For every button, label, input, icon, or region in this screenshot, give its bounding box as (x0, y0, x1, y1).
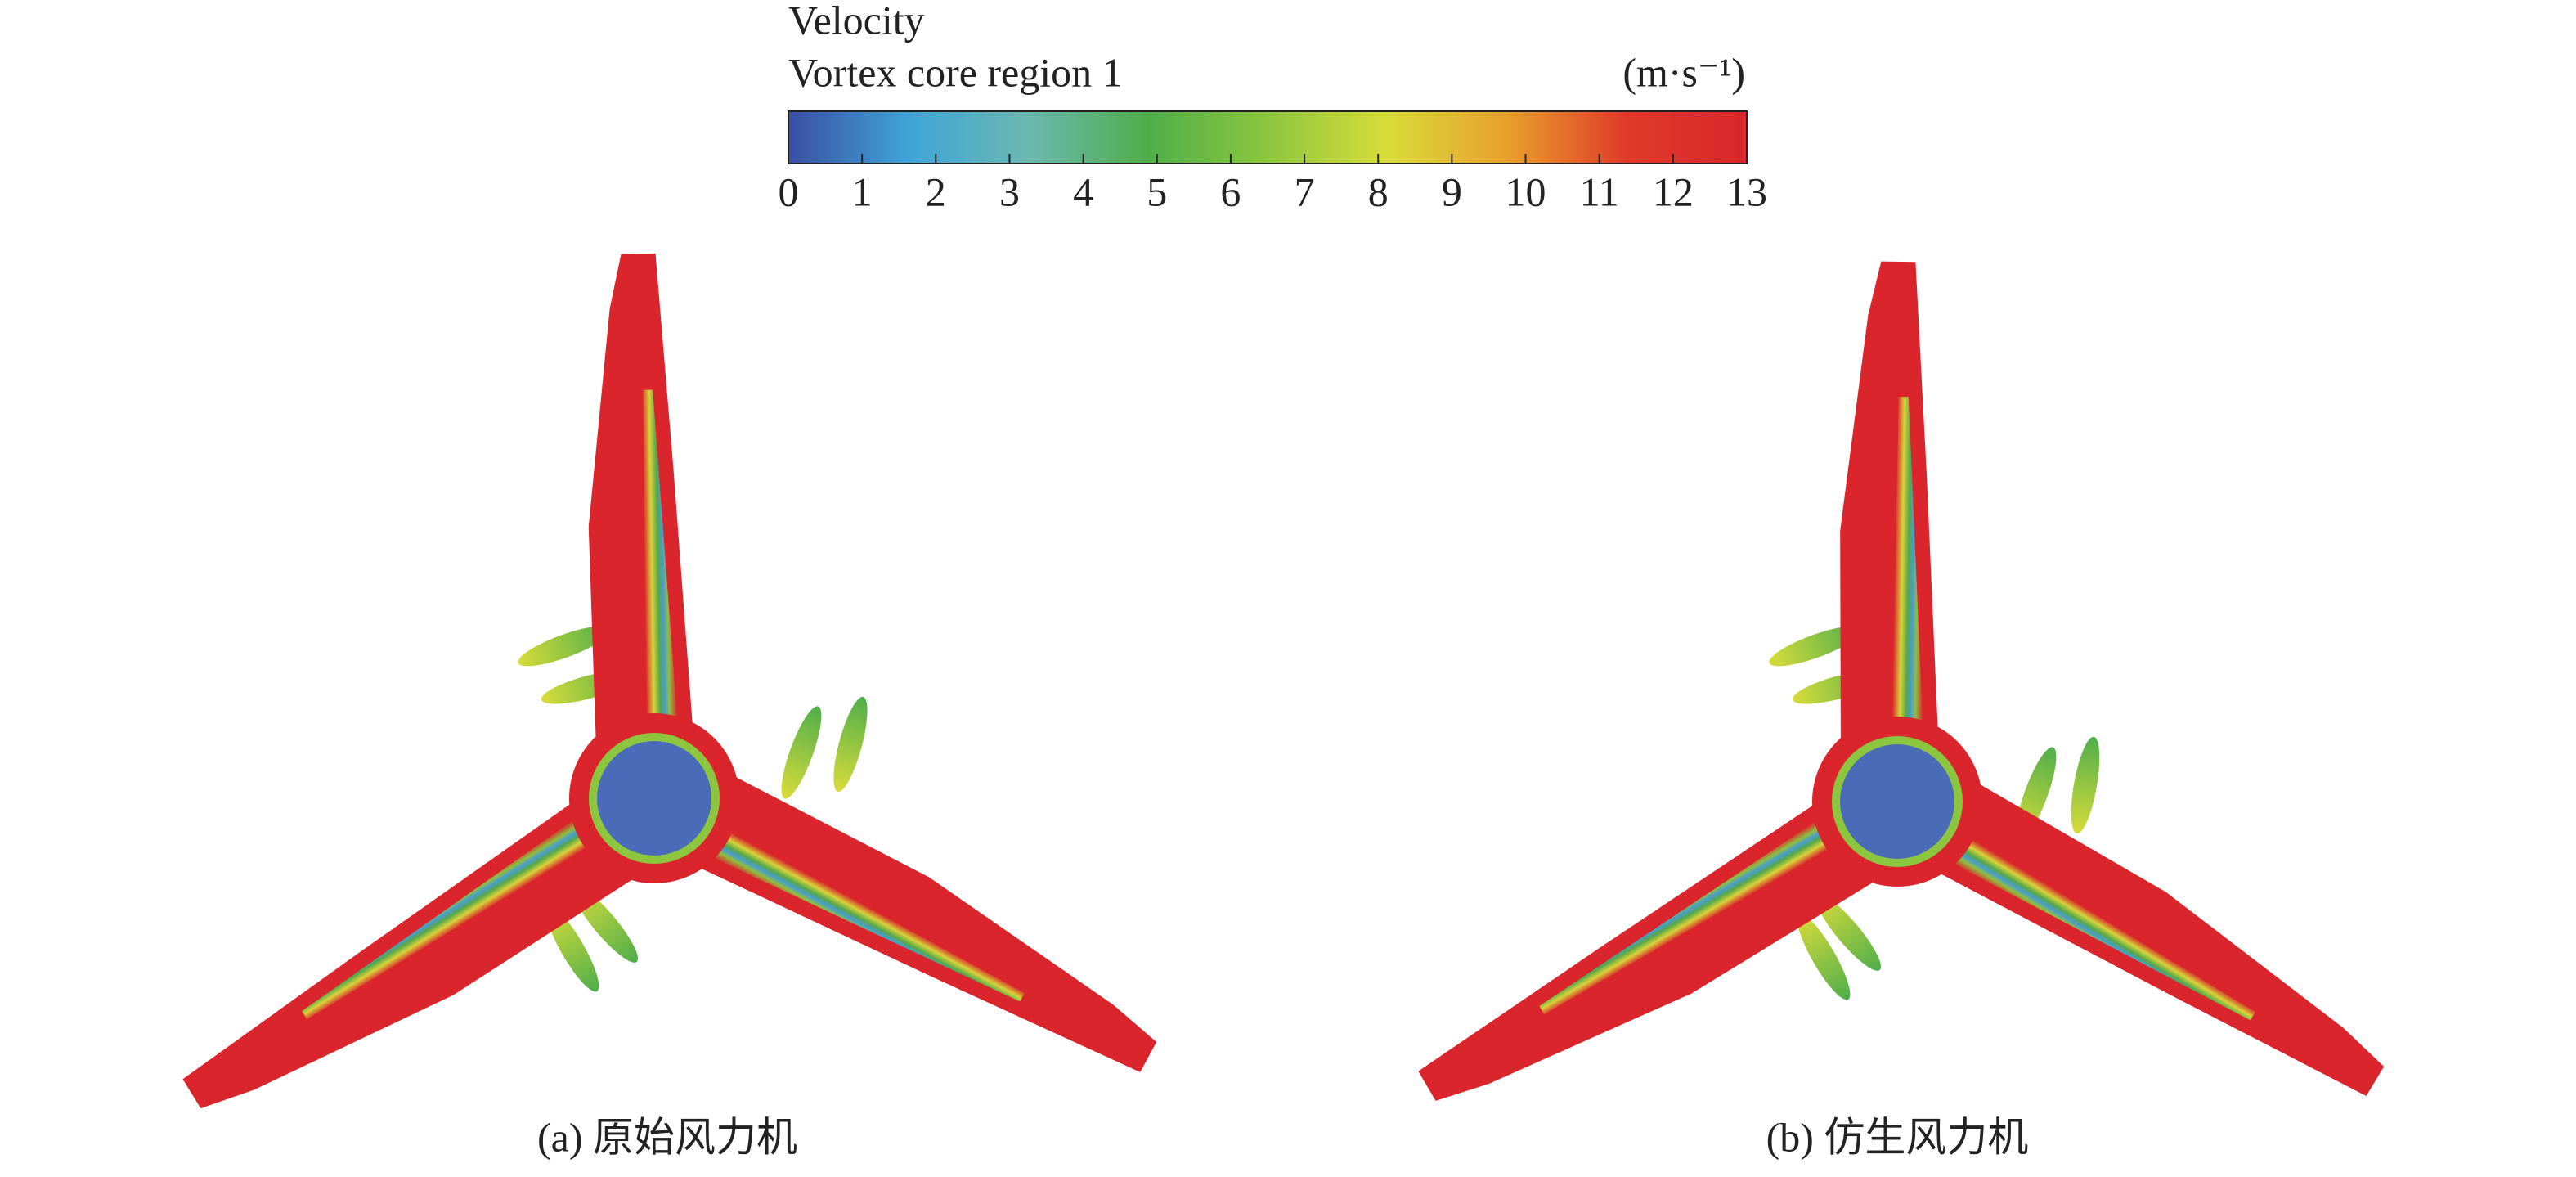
vortex-tube (1815, 894, 1882, 971)
blade (677, 770, 1157, 1072)
vortex-tube (518, 626, 611, 667)
blade-flow (1539, 817, 1838, 1015)
blade-flow (643, 389, 678, 726)
vortex-tube (545, 905, 599, 992)
colorbar-title: Velocity (788, 0, 925, 43)
blade-body (1840, 261, 1939, 753)
blade-flow (707, 827, 1025, 1002)
tick-label: 9 (1442, 168, 1462, 214)
blade (1918, 778, 2385, 1096)
tick-label: 5 (1147, 168, 1167, 214)
tick-label: 10 (1506, 168, 1546, 214)
blade (1418, 791, 1884, 1101)
tick-label: 3 (999, 168, 1020, 214)
blade (182, 789, 643, 1109)
tick-label: 11 (1580, 168, 1619, 214)
vortex-tube (1797, 914, 1851, 1000)
tick-label: 1 (852, 168, 873, 214)
blade-body (677, 770, 1157, 1072)
blade-body (588, 253, 695, 751)
turbine (1418, 261, 2385, 1101)
vortex-tube (833, 696, 868, 793)
turbines (182, 253, 2385, 1109)
caption: (a) 原始风力机 (537, 1114, 797, 1160)
blade (1840, 261, 1939, 753)
tick-label: 13 (1726, 168, 1767, 214)
vortex-tube (2071, 736, 2100, 834)
blade-body (1918, 778, 2385, 1096)
colorbar (788, 110, 1748, 164)
hub (1840, 744, 1954, 859)
tick-label: 12 (1653, 168, 1694, 214)
colorbar-subtitle: Vortex core region 1 (788, 49, 1123, 95)
blade-flow (302, 815, 595, 1020)
blade (588, 253, 695, 751)
vortex-tube (781, 706, 822, 799)
tick-label: 2 (926, 168, 946, 214)
tick-label: 0 (779, 168, 799, 214)
tick-label: 6 (1220, 168, 1241, 214)
tick-label: 4 (1073, 168, 1093, 214)
tick-label: 8 (1368, 168, 1389, 214)
blade-flow (1947, 833, 2255, 1021)
tick-label: 7 (1295, 168, 1315, 214)
caption: (b) 仿生风力机 (1766, 1114, 2029, 1160)
hub (597, 741, 711, 856)
colorbar-unit: (m·s⁻¹) (1622, 49, 1745, 95)
blade-flow (1892, 396, 1923, 729)
vortex-tube (1769, 626, 1862, 667)
turbine (182, 253, 1157, 1109)
